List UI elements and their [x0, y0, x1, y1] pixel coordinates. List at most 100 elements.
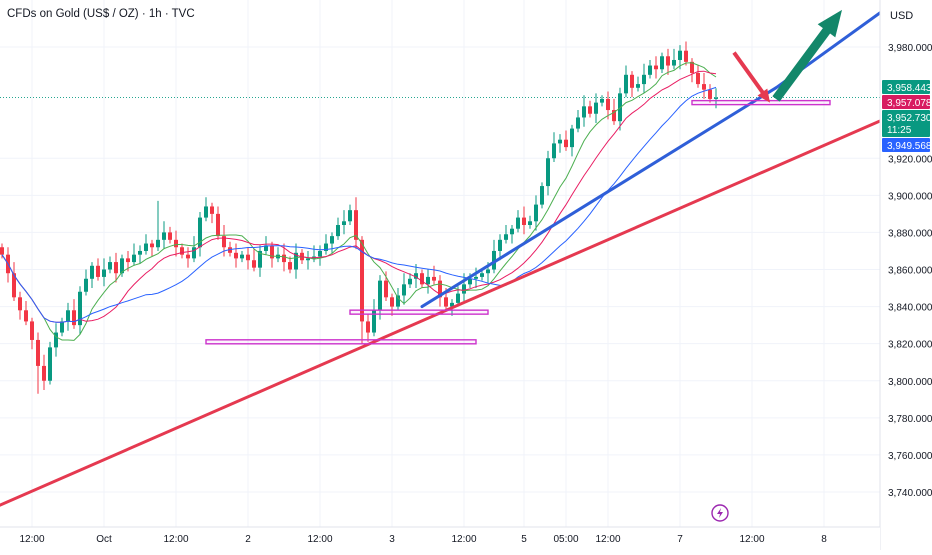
candle-body	[564, 139, 568, 148]
candle-body	[516, 217, 520, 229]
candle-body	[396, 295, 400, 307]
candle-body	[384, 280, 388, 298]
candle-body	[342, 221, 346, 225]
candle-body	[0, 247, 4, 255]
candle-body	[378, 280, 382, 311]
candle-body	[324, 243, 328, 251]
candle-body	[138, 250, 142, 255]
moving-average-line	[1, 62, 717, 341]
horizontal-zone	[691, 99, 831, 106]
candle-body	[144, 243, 148, 251]
horizontal-zone	[205, 339, 477, 345]
moving-average-line	[1, 86, 717, 323]
candle-body	[330, 236, 334, 244]
candle-body	[618, 93, 622, 122]
candle-body	[354, 210, 358, 240]
x-tick-label: 5	[521, 534, 527, 545]
candle-body	[402, 284, 406, 296]
x-tick-label: 12:00	[595, 534, 620, 545]
candle-body	[78, 291, 82, 326]
candle-body	[546, 158, 550, 187]
candle-body	[132, 254, 136, 263]
candle-body	[126, 258, 130, 263]
trendline	[420, 86, 778, 309]
x-tick-label: 7	[677, 534, 683, 545]
candle-body	[366, 321, 370, 333]
candle-body	[234, 252, 238, 259]
candle-body	[96, 265, 100, 277]
candle-body	[456, 293, 460, 303]
x-tick-label: 8	[821, 534, 827, 545]
candle-body	[696, 72, 700, 85]
candle-body	[102, 269, 106, 277]
candle-body	[522, 217, 526, 225]
candle-body	[150, 243, 154, 248]
price-label: 3,958.443	[887, 83, 932, 94]
candle-body	[168, 232, 172, 240]
candle-body	[420, 273, 424, 285]
candle-body	[258, 250, 262, 268]
candle-body	[492, 250, 496, 270]
candle-body	[42, 365, 46, 381]
y-tick-label: 3,860.000	[888, 266, 932, 277]
candle-body	[498, 239, 502, 251]
candle-body	[252, 260, 256, 268]
y-tick-label: 3,840.000	[888, 303, 932, 314]
candle-body	[66, 310, 70, 322]
candle-body	[222, 236, 226, 248]
candle-body	[204, 206, 208, 218]
candle-body	[540, 186, 544, 205]
candle-body	[666, 56, 670, 66]
chart-title: CFDs on Gold (US$ / OZ) · 1h · TVC	[7, 8, 195, 20]
candle-body	[18, 297, 22, 311]
candle-body	[426, 276, 430, 285]
candle-body	[36, 339, 40, 366]
candle-body	[672, 59, 676, 66]
candle-body	[636, 84, 640, 88]
candle-body	[270, 245, 274, 259]
candle-body	[306, 258, 310, 261]
candle-body	[480, 273, 484, 277]
candle-body	[588, 106, 592, 114]
y-tick-label: 3,900.000	[888, 191, 932, 202]
candle-body	[408, 278, 412, 285]
y-tick-label: 3,980.000	[888, 43, 932, 54]
candle-body	[624, 74, 628, 94]
candle-body	[708, 89, 712, 99]
candle-body	[468, 278, 472, 285]
candle-body	[474, 276, 478, 279]
candle-body	[288, 262, 292, 270]
candle-body	[60, 321, 64, 333]
candle-body	[414, 273, 418, 279]
candle-body	[642, 74, 646, 85]
time-axis: 12:00 Oct 12:00 2 12:00 3 12:00 5 05:00 12:00 7 12:…	[0, 526, 880, 550]
candle-body	[660, 56, 664, 70]
candle-body	[192, 247, 196, 259]
candle-body	[600, 98, 604, 103]
price-label: 3,957.078	[887, 98, 932, 109]
candle-body	[282, 254, 286, 263]
lightning-icon[interactable]	[711, 504, 729, 522]
candle-body	[630, 74, 634, 88]
candle-body	[198, 217, 202, 248]
candle-body	[120, 258, 124, 274]
price-label-box	[882, 79, 930, 94]
candle-body	[690, 61, 694, 73]
candle-body	[210, 206, 214, 214]
y-tick-label: 3,780.000	[888, 414, 932, 425]
candle-body	[552, 143, 556, 159]
moving-average-line	[1, 70, 717, 323]
candle-body	[318, 250, 322, 257]
arrow	[772, 9, 842, 102]
candle-body	[294, 252, 298, 270]
x-tick-label: 12:00	[739, 534, 764, 545]
y-tick-label: 3,740.000	[888, 488, 932, 499]
candles	[0, 41, 718, 394]
price-label: 3,952.730	[887, 113, 932, 124]
currency-label[interactable]: USD	[890, 10, 913, 22]
candle-body	[582, 106, 586, 118]
horizontal-zone	[349, 309, 489, 315]
candle-body	[648, 65, 652, 75]
y-tick-label: 3,880.000	[888, 228, 932, 239]
